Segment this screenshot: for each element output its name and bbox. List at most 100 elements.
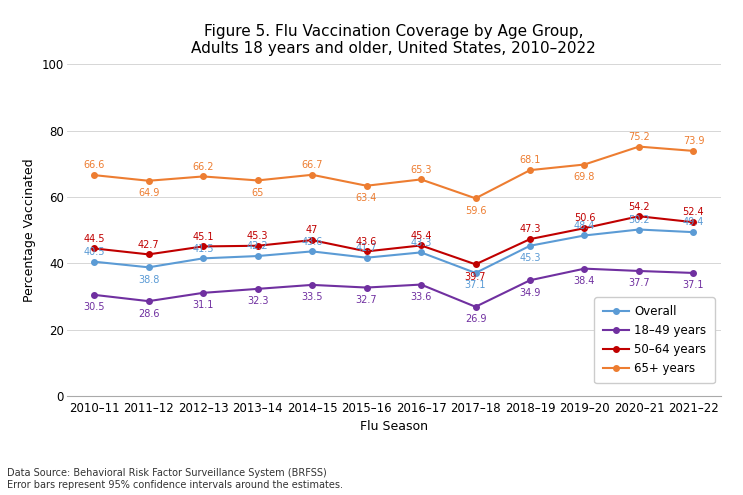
Line: 50–64 years: 50–64 years bbox=[91, 213, 696, 267]
Text: Data Source: Behavioral Risk Factor Surveillance System (BRFSS)
Error bars repre: Data Source: Behavioral Risk Factor Surv… bbox=[7, 468, 343, 490]
Text: 59.6: 59.6 bbox=[465, 206, 486, 216]
65+ years bbox=[525, 167, 534, 173]
Overall bbox=[525, 243, 534, 248]
Overall bbox=[635, 227, 643, 233]
50–64 years bbox=[198, 244, 207, 249]
18–49 years bbox=[525, 277, 534, 283]
Text: 49.4: 49.4 bbox=[683, 217, 704, 227]
Text: 52.4: 52.4 bbox=[683, 207, 704, 217]
Text: 69.8: 69.8 bbox=[574, 172, 595, 182]
18–49 years bbox=[580, 266, 589, 272]
65+ years bbox=[417, 176, 426, 182]
Text: 73.9: 73.9 bbox=[683, 136, 704, 146]
Line: 18–49 years: 18–49 years bbox=[91, 266, 696, 309]
Text: 45.3: 45.3 bbox=[519, 253, 541, 263]
Text: 28.6: 28.6 bbox=[138, 309, 159, 319]
65+ years bbox=[471, 196, 480, 201]
18–49 years bbox=[144, 298, 153, 304]
Text: 65: 65 bbox=[251, 188, 264, 198]
50–64 years bbox=[90, 246, 99, 251]
Overall bbox=[417, 249, 426, 255]
Text: 34.9: 34.9 bbox=[519, 288, 541, 298]
Text: 47: 47 bbox=[306, 225, 318, 236]
Text: 47.3: 47.3 bbox=[519, 224, 541, 235]
50–64 years bbox=[525, 236, 534, 242]
Overall bbox=[90, 259, 99, 265]
18–49 years bbox=[90, 292, 99, 298]
65+ years bbox=[362, 183, 371, 189]
50–64 years bbox=[253, 243, 262, 248]
Overall bbox=[580, 233, 589, 239]
Legend: Overall, 18–49 years, 50–64 years, 65+ years: Overall, 18–49 years, 50–64 years, 65+ y… bbox=[594, 297, 715, 384]
Text: 42.2: 42.2 bbox=[247, 242, 268, 251]
X-axis label: Flu Season: Flu Season bbox=[360, 420, 428, 433]
Text: 50.2: 50.2 bbox=[628, 215, 650, 225]
Text: 66.6: 66.6 bbox=[83, 160, 105, 170]
Text: 37.1: 37.1 bbox=[683, 281, 704, 291]
18–49 years bbox=[471, 304, 480, 310]
Overall bbox=[689, 229, 698, 235]
Overall bbox=[144, 264, 153, 270]
Overall bbox=[471, 270, 480, 276]
Text: 75.2: 75.2 bbox=[628, 132, 650, 142]
65+ years bbox=[635, 144, 643, 149]
18–49 years bbox=[689, 270, 698, 276]
Text: 33.5: 33.5 bbox=[302, 293, 322, 302]
Text: 43.6: 43.6 bbox=[356, 237, 377, 247]
65+ years bbox=[308, 172, 317, 178]
Text: 31.1: 31.1 bbox=[192, 300, 214, 310]
65+ years bbox=[198, 173, 207, 179]
Text: 45.3: 45.3 bbox=[247, 231, 268, 241]
Overall bbox=[253, 253, 262, 259]
65+ years bbox=[689, 148, 698, 154]
Overall bbox=[308, 248, 317, 254]
Text: 30.5: 30.5 bbox=[83, 302, 105, 312]
18–49 years bbox=[308, 282, 317, 288]
Text: 40.5: 40.5 bbox=[83, 247, 105, 257]
Text: 63.4: 63.4 bbox=[356, 193, 377, 203]
18–49 years bbox=[362, 285, 371, 291]
Text: 68.1: 68.1 bbox=[519, 155, 541, 165]
Text: 48.4: 48.4 bbox=[574, 221, 595, 231]
Text: 64.9: 64.9 bbox=[138, 188, 159, 198]
65+ years bbox=[144, 178, 153, 184]
50–64 years bbox=[362, 248, 371, 254]
Line: 65+ years: 65+ years bbox=[91, 144, 696, 201]
Text: 32.7: 32.7 bbox=[356, 295, 377, 305]
Text: 26.9: 26.9 bbox=[465, 314, 486, 324]
Text: 42.7: 42.7 bbox=[137, 240, 160, 249]
Y-axis label: Percentage Vaccinated: Percentage Vaccinated bbox=[23, 158, 36, 302]
50–64 years bbox=[580, 225, 589, 231]
65+ years bbox=[90, 172, 99, 178]
Text: 37.7: 37.7 bbox=[628, 279, 650, 289]
Text: 66.2: 66.2 bbox=[192, 162, 214, 172]
Line: Overall: Overall bbox=[91, 227, 696, 276]
Text: 32.3: 32.3 bbox=[247, 297, 268, 306]
50–64 years bbox=[144, 251, 153, 257]
Text: 43.3: 43.3 bbox=[410, 238, 432, 248]
65+ years bbox=[580, 161, 589, 167]
Text: 38.8: 38.8 bbox=[138, 275, 159, 285]
18–49 years bbox=[198, 290, 207, 296]
Text: 45.4: 45.4 bbox=[410, 231, 432, 241]
Text: 39.7: 39.7 bbox=[465, 272, 486, 282]
Text: 45.1: 45.1 bbox=[192, 232, 214, 242]
Text: 50.6: 50.6 bbox=[574, 213, 595, 223]
50–64 years bbox=[635, 213, 643, 219]
Title: Figure 5. Flu Vaccination Coverage by Age Group,
Adults 18 years and older, Unit: Figure 5. Flu Vaccination Coverage by Ag… bbox=[192, 24, 596, 56]
Overall bbox=[362, 255, 371, 261]
65+ years bbox=[253, 178, 262, 184]
50–64 years bbox=[689, 219, 698, 225]
18–49 years bbox=[417, 282, 426, 288]
18–49 years bbox=[253, 286, 262, 292]
50–64 years bbox=[417, 243, 426, 248]
Text: 43.6: 43.6 bbox=[302, 237, 322, 247]
18–49 years bbox=[635, 268, 643, 274]
Text: 41.7: 41.7 bbox=[356, 243, 377, 253]
Text: 38.4: 38.4 bbox=[574, 276, 595, 286]
50–64 years bbox=[308, 237, 317, 243]
Text: 33.6: 33.6 bbox=[410, 292, 432, 302]
Text: 44.5: 44.5 bbox=[83, 234, 105, 244]
Text: 37.1: 37.1 bbox=[465, 281, 486, 291]
Text: 54.2: 54.2 bbox=[628, 201, 650, 211]
